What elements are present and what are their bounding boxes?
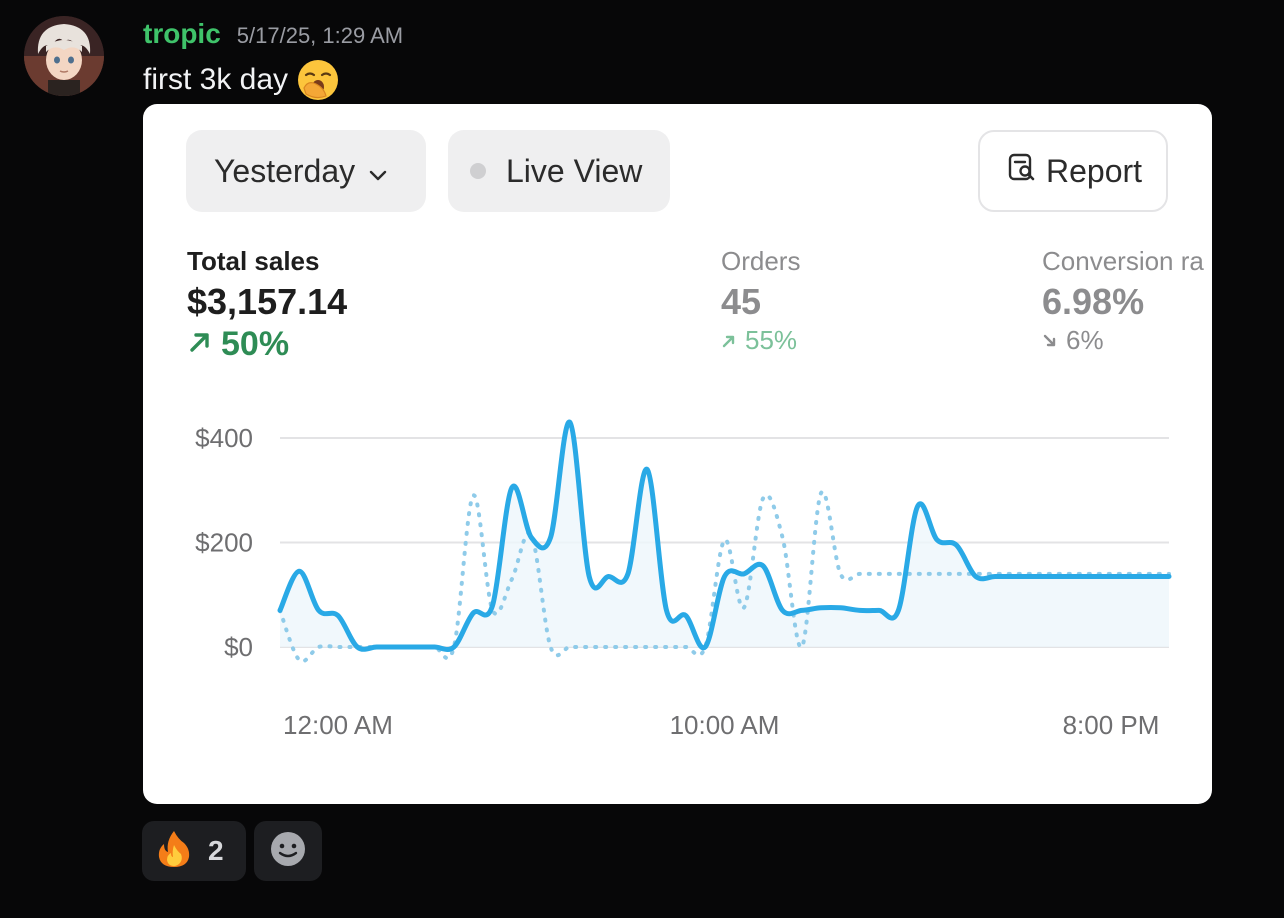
series-line-current (277, 419, 1172, 653)
metric-label: Total sales (187, 246, 320, 276)
metric-value: $3,157.14 (187, 281, 348, 322)
live-status-dot-icon (470, 163, 486, 179)
analytics-card: Yesterday Live View Report Total sales $… (143, 104, 1212, 804)
x-tick-label: 8:00 PM (1063, 710, 1160, 740)
live-view-button[interactable]: Live View (448, 130, 670, 212)
metric-label: Conversion ra (1042, 246, 1204, 276)
metric-orders[interactable]: Orders 45 55% (721, 246, 800, 356)
arrow-up-right-icon (721, 325, 737, 356)
live-view-label: Live View (506, 152, 643, 189)
y-tick-label: $200 (195, 528, 253, 558)
series-area-fill (280, 422, 1169, 650)
report-button[interactable]: Report (978, 130, 1168, 212)
reaction-count: 2 (208, 835, 224, 866)
user-avatar[interactable] (24, 16, 104, 96)
x-tick-label: 12:00 AM (283, 710, 393, 740)
message-text: first 3k day (143, 63, 289, 96)
arrow-down-right-icon (1042, 325, 1058, 356)
report-label: Report (1046, 152, 1143, 189)
report-icon (1006, 152, 1036, 190)
metric-change-value: 55% (745, 325, 798, 355)
fire-emoji (154, 829, 194, 874)
metric-change: 50% (187, 325, 347, 364)
metric-change-value: 50% (221, 325, 290, 363)
add-reaction-icon (269, 830, 307, 873)
metric-conversion-rate[interactable]: Conversion ra 6.98% 6% (1042, 246, 1204, 356)
yawning-face-emoji (296, 58, 340, 102)
date-range-label: Yesterday (214, 152, 356, 189)
add-reaction-button[interactable] (254, 821, 322, 881)
sales-line-chart[interactable]: $400 $200 $0 12:00 AM 10:00 AM 8:00 PM (143, 104, 1212, 804)
metric-label: Orders (721, 246, 801, 276)
x-tick-label: 10:00 AM (670, 710, 780, 740)
metric-total-sales[interactable]: Total sales $3,157.14 50% (187, 246, 347, 364)
metric-change: 6% (1042, 325, 1204, 356)
metric-change-value: 6% (1066, 325, 1104, 355)
metric-change: 55% (721, 325, 800, 356)
reaction-fire[interactable]: 2 (142, 821, 246, 881)
arrow-up-right-icon (187, 325, 213, 364)
message-content: first 3k day (143, 58, 340, 102)
message-timestamp: 5/17/25, 1:29 AM (236, 23, 404, 48)
username[interactable]: tropic (143, 18, 221, 49)
metric-value: 6.98% (1042, 281, 1145, 322)
metric-value: 45 (721, 281, 762, 322)
y-tick-label: $400 (195, 423, 253, 453)
chevron-down-icon (369, 153, 387, 190)
date-range-dropdown[interactable]: Yesterday (186, 130, 426, 212)
y-tick-label: $0 (224, 632, 253, 662)
message-header: tropic 5/17/25, 1:29 AM (143, 18, 403, 52)
